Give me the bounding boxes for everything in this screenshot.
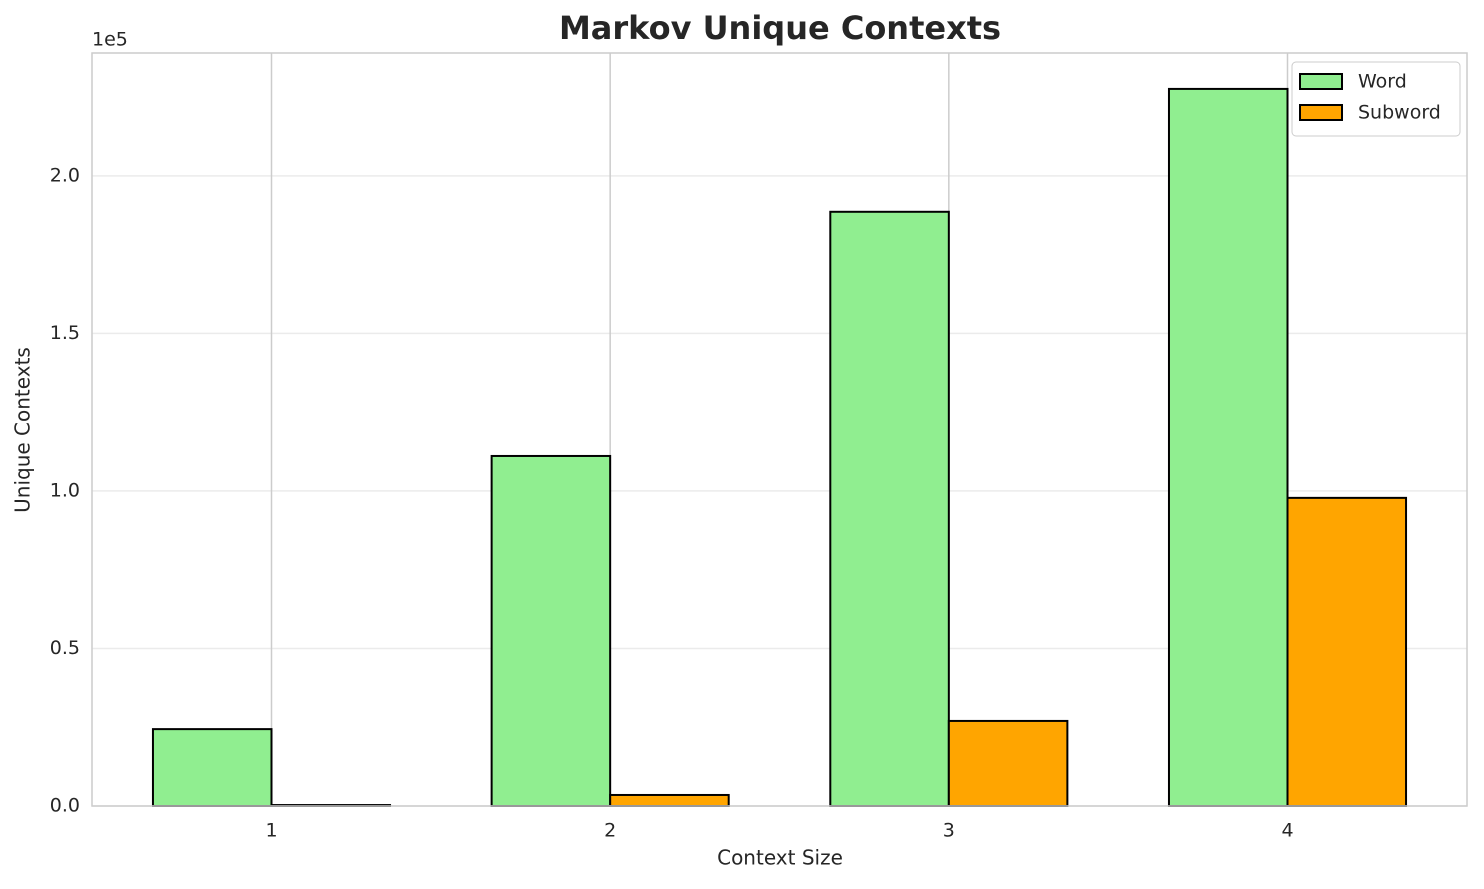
- y-tick-label: 1.5: [50, 322, 80, 344]
- bar: [947, 719, 1069, 807]
- x-tick-label: 3: [943, 820, 955, 842]
- y-offset-label: 1e5: [92, 29, 128, 51]
- bar: [1167, 87, 1289, 807]
- y-tick-label: 0.0: [50, 795, 80, 817]
- legend-swatch: [1299, 73, 1343, 90]
- y-tick-label: 0.5: [50, 637, 80, 659]
- x-tick-label: 2: [604, 820, 616, 842]
- x-tick-label: 1: [265, 820, 277, 842]
- bar: [609, 793, 730, 807]
- y-tick-label: 2.0: [50, 164, 80, 186]
- bar: [490, 454, 612, 807]
- plot-frame: [91, 52, 1468, 807]
- bar: [829, 210, 950, 807]
- legend-label: Word: [1358, 71, 1407, 93]
- y-tick-label: 1.0: [50, 479, 80, 501]
- x-axis-label: Context Size: [717, 846, 843, 870]
- x-tick-label: 4: [1281, 820, 1293, 842]
- y-axis-label: Unique Contexts: [11, 347, 35, 513]
- legend-label: Subword: [1358, 102, 1441, 124]
- legend-swatch: [1299, 104, 1343, 121]
- bar: [1286, 496, 1408, 807]
- bar: [151, 728, 273, 808]
- chart-title: Markov Unique Contexts: [559, 9, 1001, 47]
